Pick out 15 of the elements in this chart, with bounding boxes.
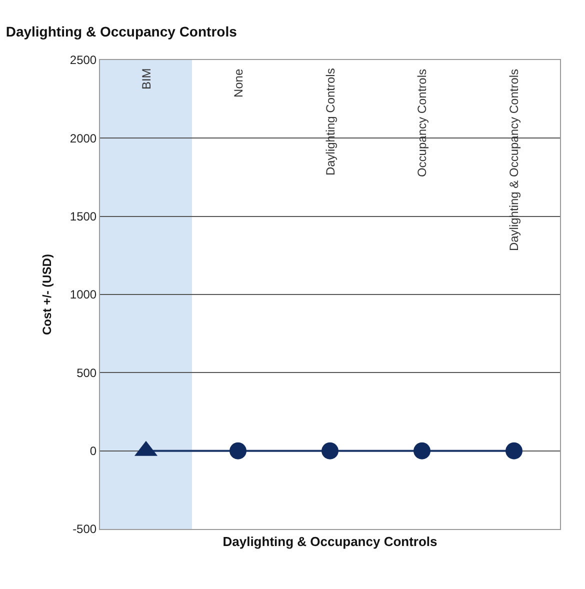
y-tick-label: 1000 [70, 288, 97, 302]
text: Daylighting & Occupancy Controls [222, 534, 438, 549]
x-tick-label: Daylighting & Occupancy Controls [506, 68, 521, 252]
y-tick-label: 0 [90, 444, 97, 458]
y-tick-label: 2500 [70, 53, 97, 68]
y-tick-label: 500 [76, 366, 97, 380]
y-tick-label: 2000 [70, 131, 97, 146]
y-axis-title: Cost +/- (USD) [40, 254, 54, 335]
x-tick-label: None [231, 68, 246, 98]
y-tick-label: -500 [72, 522, 97, 536]
x-axis-title: Daylighting & Occupancy Controls [6, 23, 238, 40]
x-tick-label: BIM [139, 68, 154, 90]
y-tick-label: 1500 [70, 210, 97, 224]
x-tick-label: Daylighting Controls [323, 68, 338, 176]
x-tick-label: Occupancy Controls [414, 68, 429, 178]
